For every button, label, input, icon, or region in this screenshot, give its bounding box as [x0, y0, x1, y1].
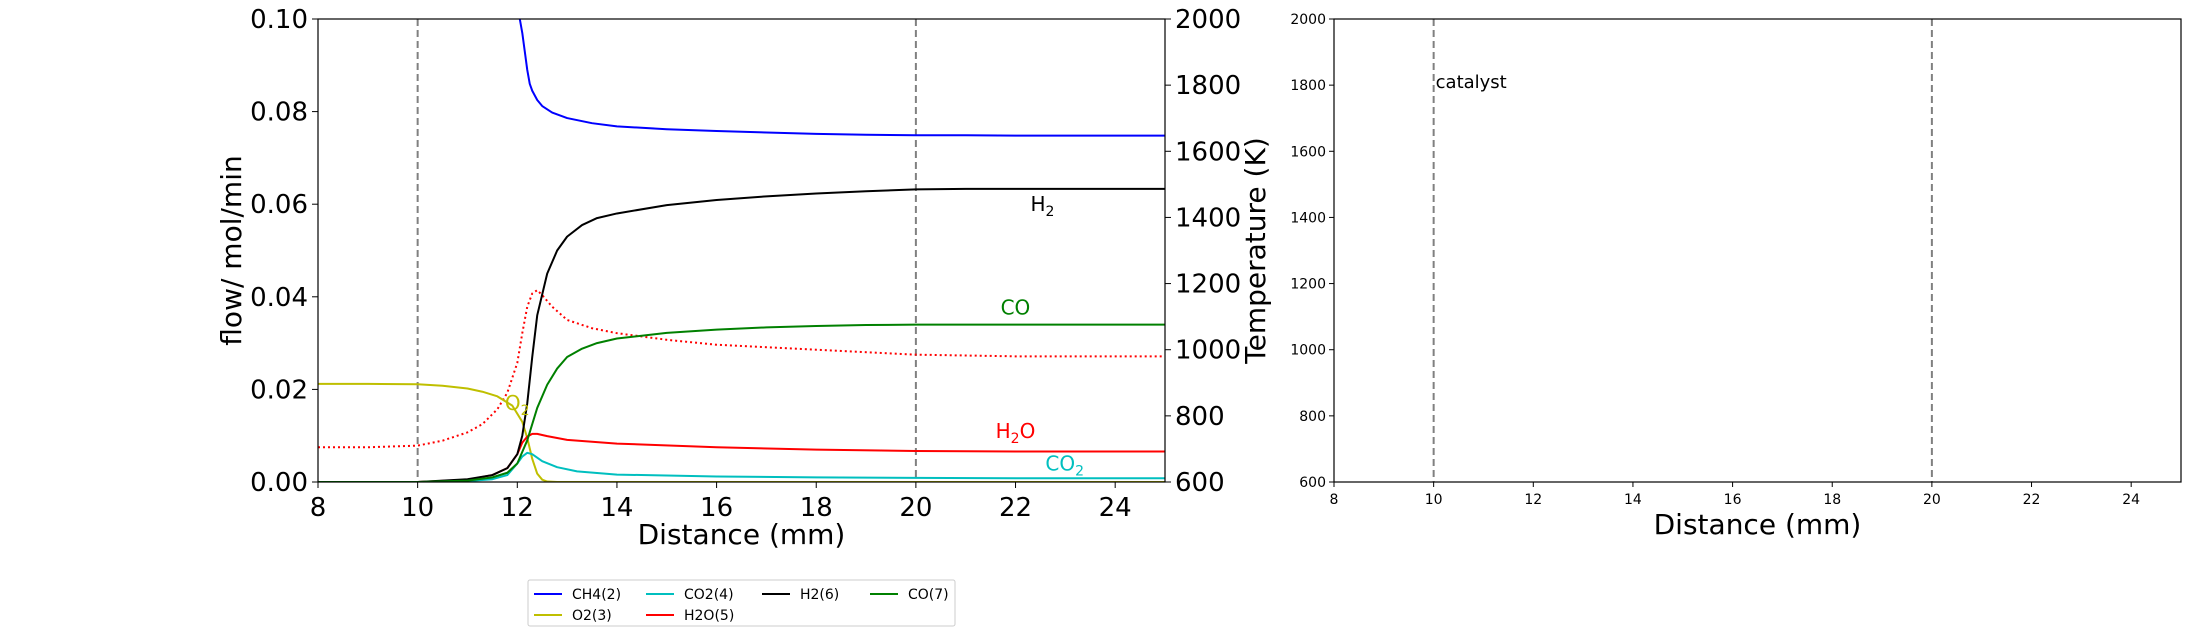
species-annotation: CO2: [1045, 451, 1084, 479]
right-chart-y-tick-label: 800: [1299, 409, 1326, 425]
left-x-tick-label: 16: [700, 493, 733, 523]
species-annotation: H2: [1030, 192, 1054, 220]
right-plot-frame: [1333, 18, 2182, 483]
left-x-tick-label: 20: [899, 493, 932, 523]
right-x-tick-label: 10: [1425, 492, 1443, 508]
right-x-axis-label: Distance (mm): [1654, 508, 1862, 541]
right-chart-y-tick-label: 1200: [1290, 277, 1326, 293]
series-co7-line: [318, 323, 1165, 482]
left-plot-frame: [317, 18, 1166, 483]
right-chart-y-tick-label: 1000: [1290, 343, 1326, 359]
right-x-tick-label: 12: [1524, 492, 1542, 508]
right-x-tick-label: 24: [2122, 492, 2140, 508]
left-y-axis-label: flow/ mol/min: [215, 155, 248, 345]
left-x-tick-label: 10: [401, 493, 434, 523]
species-annotation: H2O: [996, 419, 1036, 447]
species-annotation: CO: [1001, 295, 1031, 319]
legend-label-h26: H2(6): [800, 587, 839, 603]
right-y-tick-label: 1200: [1175, 270, 1241, 300]
right-x-tick-label: 20: [1923, 492, 1941, 508]
right-x-tick-label: 22: [2023, 492, 2041, 508]
left-x-tick-label: 22: [999, 493, 1032, 523]
right-y-tick-label: 1600: [1175, 137, 1241, 167]
legend-frame: [527, 579, 956, 627]
right-y-axis-label: Temperature (K): [1239, 137, 1272, 364]
right-chart-y-tick-label: 1800: [1290, 78, 1326, 94]
right-y-tick-label: 2000: [1175, 5, 1241, 35]
series-ch42-line: [518, 19, 1165, 137]
right-x-tick-label: 8: [1330, 492, 1339, 508]
species-annotation: O2: [505, 391, 530, 419]
right-y-tick-label: 1800: [1175, 71, 1241, 101]
legend-label-co7: CO(7): [908, 587, 949, 603]
left-y-tick-label: 0.10: [250, 5, 308, 35]
right-y-tick-label: 1000: [1175, 336, 1241, 366]
series-co24-line: [318, 451, 1165, 482]
legend-label-co24: CO2(4): [684, 587, 734, 603]
legend-label-o23: O2(3): [572, 608, 612, 624]
left-chart: 8 10 12 14 16 18 20 22 24 0.00 0.02 0.04 0.06 0.08 0.1…: [215, 5, 1272, 551]
left-x-tick-label: 12: [501, 493, 534, 523]
series-h26-line: [318, 187, 1165, 482]
left-x-tick-label: 8: [310, 493, 327, 523]
right-chart-y-tick-label: 1600: [1290, 144, 1326, 160]
right-y-tick-label: 1400: [1175, 203, 1241, 233]
legend-label-h2o5: H2O(5): [684, 608, 734, 624]
left-y-tick-label: 0.00: [250, 468, 308, 498]
left-x-tick-label: 18: [800, 493, 833, 523]
left-y-tick-label: 0.04: [250, 283, 308, 313]
right-x-tick-label: 16: [1724, 492, 1742, 508]
right-chart-y-tick-label: 2000: [1290, 12, 1326, 28]
right-chart: 8 10 12 14 16 18 20 22 24 600 800 1000 1200 1400 1600 1…: [1290, 12, 2182, 541]
right-x-tick-label: 14: [1624, 492, 1642, 508]
right-y-tick-label: 800: [1175, 402, 1225, 432]
legend: CH4(2) O2(3) CO2(4) H2O(5) H2(6) CO(7): [527, 579, 956, 627]
legend-label-ch42: CH4(2): [572, 587, 621, 603]
right-chart-y-tick-label: 600: [1299, 475, 1326, 491]
right-y-tick-label: 600: [1175, 468, 1225, 498]
left-x-tick-label: 24: [1099, 493, 1132, 523]
catalyst-annotation: catalyst: [1436, 72, 1507, 93]
left-y-tick-label: 0.06: [250, 190, 308, 220]
right-chart-y-tick-label: 1400: [1290, 210, 1326, 226]
right-x-tick-label: 18: [1823, 492, 1841, 508]
left-y-tick-label: 0.08: [250, 98, 308, 128]
left-x-tick-label: 14: [600, 493, 633, 523]
left-x-axis-label: Distance (mm): [638, 518, 846, 551]
series-temperature-line: [318, 288, 1165, 449]
left-y-tick-label: 0.02: [250, 375, 308, 405]
